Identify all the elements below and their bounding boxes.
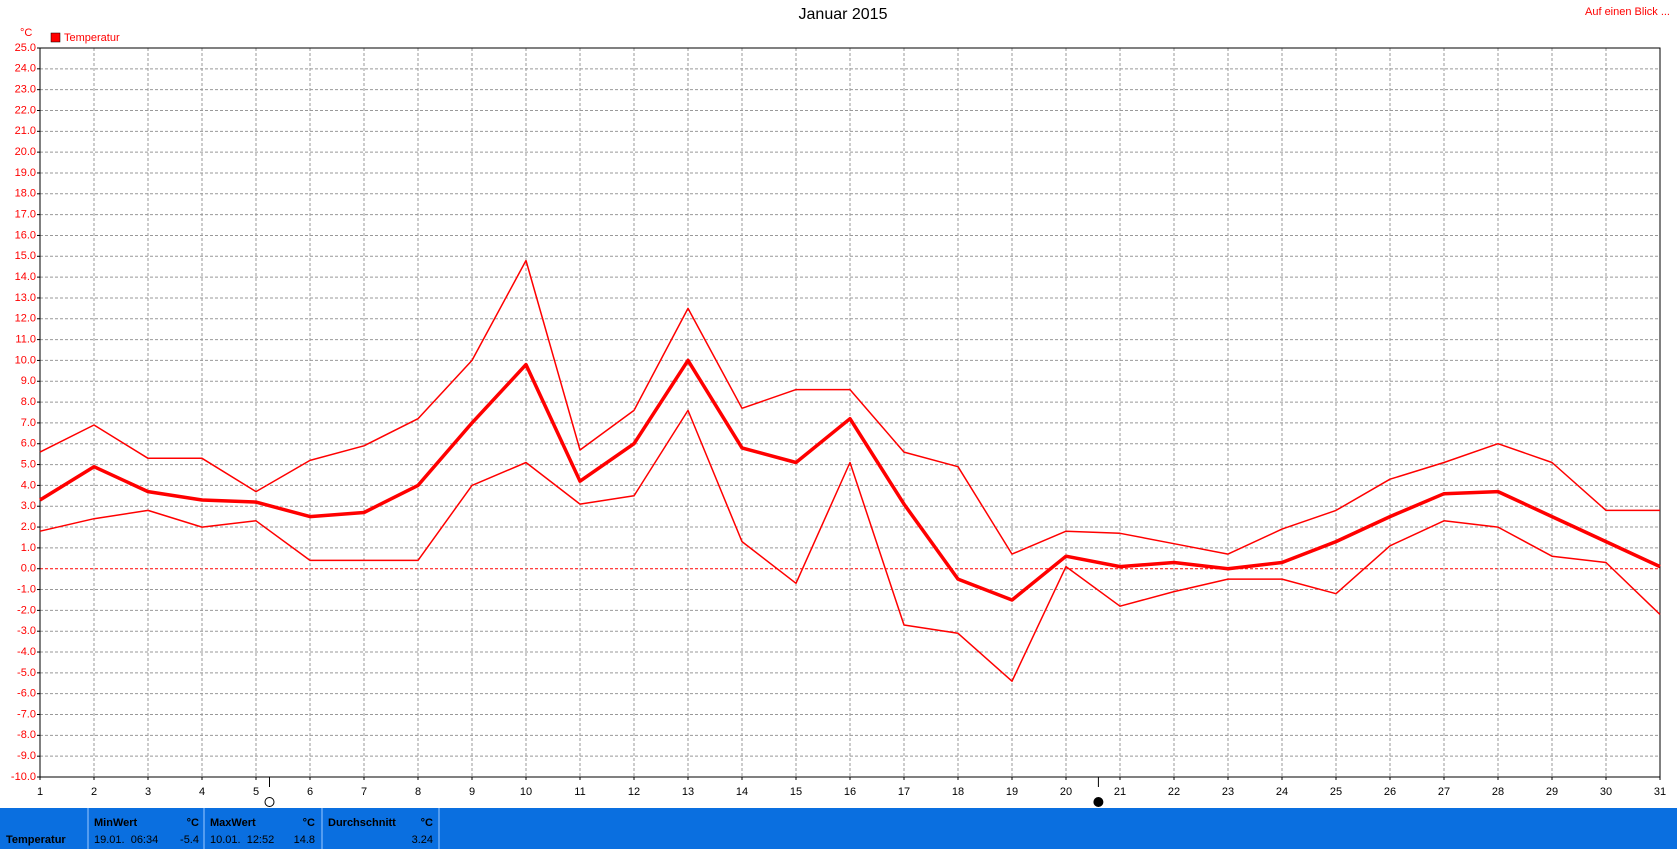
- x-tick-label: 30: [1600, 786, 1612, 798]
- temperature-line: [39, 358, 1661, 602]
- x-tick-label: 20: [1060, 786, 1072, 798]
- y-tick-label: 21.0: [15, 125, 36, 137]
- legend-label: Temperatur: [64, 32, 120, 44]
- y-tick-label: -2.0: [17, 604, 36, 616]
- moon-phase: [264, 797, 275, 807]
- y-tick-label: -7.0: [17, 708, 36, 720]
- y-tick-label: 13.0: [15, 292, 36, 304]
- stat-unit: °C: [303, 817, 315, 829]
- y-tick-label: 16.0: [15, 229, 36, 241]
- y-tick-label: 1.0: [21, 542, 36, 554]
- x-tick-label: 15: [790, 786, 802, 798]
- x-tick-label: 8: [415, 786, 421, 798]
- y-tick-label: 25.0: [15, 42, 36, 54]
- y-tick-label: 19.0: [15, 167, 36, 179]
- legend-swatch: [50, 32, 61, 43]
- y-tick-label: 23.0: [15, 84, 36, 96]
- x-tick-label: 13: [682, 786, 694, 798]
- y-tick-label: 12.0: [15, 313, 36, 325]
- x-tick-label: 28: [1492, 786, 1504, 798]
- y-tick-label: -5.0: [17, 667, 36, 679]
- y-tick-label: -3.0: [17, 625, 36, 637]
- stat-unit: °C: [421, 817, 433, 829]
- stat-title: MaxWert: [210, 817, 256, 829]
- temperature-line: [39, 259, 1660, 555]
- x-tick-label: 27: [1438, 786, 1450, 798]
- x-tick-label: 11: [574, 786, 585, 798]
- x-tick-label: 9: [469, 786, 475, 798]
- y-tick-label: 6.0: [21, 438, 36, 450]
- y-tick-label: 24.0: [15, 63, 36, 75]
- chart-title: Januar 2015: [799, 6, 888, 23]
- x-tick-label: 12: [628, 786, 640, 798]
- x-tick-label: 22: [1168, 786, 1180, 798]
- y-tick-label: 15.0: [15, 250, 36, 262]
- y-tick-label: 2.0: [21, 521, 36, 533]
- y-tick-label: 17.0: [15, 209, 36, 221]
- y-tick-label: -10.0: [11, 771, 36, 783]
- y-tick-label: 7.0: [21, 417, 36, 429]
- stat-time: 10.01. 12:52: [210, 834, 274, 846]
- x-tick-label: 19: [1006, 786, 1018, 798]
- y-tick-label: 4.0: [21, 479, 36, 491]
- x-tick-label: 1: [37, 786, 43, 798]
- x-tick-label: 24: [1276, 786, 1288, 798]
- x-tick-label: 2: [91, 786, 97, 798]
- x-tick-label: 16: [844, 786, 856, 798]
- x-tick-label: 23: [1222, 786, 1234, 798]
- y-tick-label: -8.0: [17, 729, 36, 741]
- y-tick-label: 0.0: [21, 563, 36, 575]
- y-tick-label: 5.0: [21, 458, 36, 470]
- y-tick-label: 18.0: [15, 188, 36, 200]
- x-tick-label: 17: [898, 786, 910, 798]
- x-tick-label: 3: [145, 786, 151, 798]
- y-tick-label: 9.0: [21, 375, 36, 387]
- y-tick-label: 22.0: [15, 104, 36, 116]
- x-tick-label: 26: [1384, 786, 1396, 798]
- x-tick-label: 18: [952, 786, 964, 798]
- y-tick-label: 8.0: [21, 396, 36, 408]
- y-tick-label: 10.0: [15, 354, 36, 366]
- y-tick-label: 11.0: [15, 334, 36, 346]
- y-axis-label: °C: [20, 27, 32, 39]
- stats-label: Temperatur: [6, 834, 66, 846]
- x-tick-label: 31: [1654, 786, 1666, 798]
- x-tick-label: 6: [307, 786, 313, 798]
- x-tick-label: 14: [736, 786, 748, 798]
- y-tick-label: -1.0: [17, 583, 36, 595]
- stat-value: 14.8: [294, 834, 315, 846]
- x-tick-label: 25: [1330, 786, 1342, 798]
- moon-phase: [1093, 797, 1104, 807]
- stat-value: -5.4: [180, 834, 199, 846]
- stat-unit: °C: [187, 817, 199, 829]
- y-tick-label: -6.0: [17, 688, 36, 700]
- stat-value: 3.24: [412, 834, 433, 846]
- x-tick-label: 4: [199, 786, 205, 798]
- stat-title: MinWert: [94, 817, 138, 829]
- y-tick-label: 20.0: [15, 146, 36, 158]
- stats-bar: [0, 808, 1677, 849]
- temperature-line: [39, 409, 1661, 682]
- x-tick-label: 5: [253, 786, 259, 798]
- stat-title: Durchschnitt: [328, 817, 396, 829]
- x-tick-label: 29: [1546, 786, 1558, 798]
- plot-frame: [39, 47, 1661, 778]
- y-tick-label: 3.0: [21, 500, 36, 512]
- x-tick-label: 21: [1114, 786, 1126, 798]
- y-tick-label: 14.0: [15, 271, 36, 283]
- link[interactable]: Auf einen Blick ...: [1585, 6, 1670, 18]
- stat-time: 19.01. 06:34: [94, 834, 158, 846]
- x-tick-label: 7: [361, 786, 367, 798]
- y-tick-label: -4.0: [17, 646, 36, 658]
- x-tick-label: 10: [520, 786, 532, 798]
- y-tick-label: -9.0: [17, 750, 36, 762]
